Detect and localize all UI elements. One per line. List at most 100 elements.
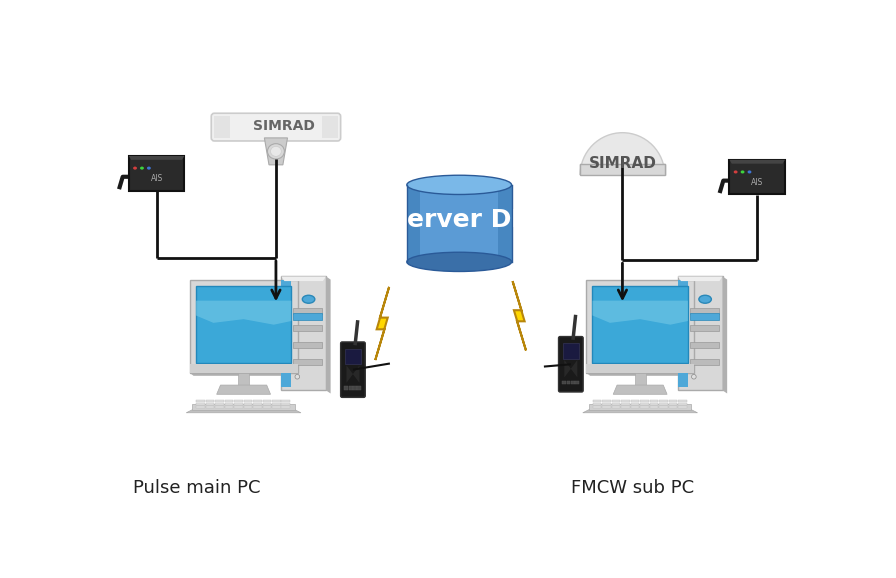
FancyBboxPatch shape [281,400,290,402]
Ellipse shape [302,295,314,303]
FancyBboxPatch shape [281,276,326,390]
Ellipse shape [734,171,737,173]
Polygon shape [582,410,697,413]
FancyBboxPatch shape [690,308,719,314]
Text: Pulse main PC: Pulse main PC [134,479,261,497]
FancyBboxPatch shape [621,406,630,408]
FancyBboxPatch shape [244,406,253,408]
Polygon shape [407,185,512,200]
FancyBboxPatch shape [612,403,620,405]
FancyBboxPatch shape [196,403,205,405]
FancyBboxPatch shape [579,175,667,221]
Polygon shape [678,276,722,281]
FancyBboxPatch shape [294,342,323,349]
Ellipse shape [637,365,643,369]
FancyBboxPatch shape [564,343,579,359]
Polygon shape [586,373,698,376]
Ellipse shape [134,166,137,170]
Ellipse shape [147,166,151,170]
Polygon shape [694,280,698,376]
Polygon shape [564,360,577,377]
FancyBboxPatch shape [225,400,233,402]
FancyBboxPatch shape [729,160,785,194]
Polygon shape [190,373,301,376]
FancyBboxPatch shape [659,400,668,402]
FancyBboxPatch shape [602,400,611,402]
FancyBboxPatch shape [621,400,630,402]
FancyBboxPatch shape [640,406,649,408]
Ellipse shape [271,146,281,157]
FancyBboxPatch shape [206,400,214,402]
FancyBboxPatch shape [631,406,640,408]
Ellipse shape [407,252,512,272]
FancyBboxPatch shape [234,406,243,408]
Polygon shape [326,276,331,394]
FancyBboxPatch shape [668,400,677,402]
Ellipse shape [741,171,745,173]
Polygon shape [196,301,291,325]
Polygon shape [129,156,185,160]
FancyBboxPatch shape [196,406,205,408]
FancyBboxPatch shape [129,156,185,191]
FancyBboxPatch shape [678,406,686,408]
FancyBboxPatch shape [272,403,280,405]
Polygon shape [217,385,271,394]
FancyBboxPatch shape [621,403,630,405]
FancyBboxPatch shape [294,308,323,314]
Polygon shape [407,231,512,246]
FancyBboxPatch shape [690,359,719,365]
FancyBboxPatch shape [659,406,668,408]
FancyBboxPatch shape [571,380,574,384]
FancyBboxPatch shape [193,403,295,410]
FancyBboxPatch shape [640,403,649,405]
FancyBboxPatch shape [650,403,659,405]
Ellipse shape [240,365,246,369]
FancyBboxPatch shape [225,406,233,408]
FancyBboxPatch shape [253,403,262,405]
FancyBboxPatch shape [612,400,620,402]
FancyBboxPatch shape [294,325,323,331]
FancyBboxPatch shape [602,406,611,408]
FancyBboxPatch shape [586,364,694,373]
FancyBboxPatch shape [234,400,243,402]
FancyBboxPatch shape [215,403,224,405]
FancyBboxPatch shape [678,276,722,390]
FancyBboxPatch shape [211,113,340,141]
FancyBboxPatch shape [668,406,677,408]
Polygon shape [407,216,512,231]
Polygon shape [407,246,512,262]
FancyBboxPatch shape [253,400,262,402]
FancyBboxPatch shape [640,400,649,402]
Ellipse shape [268,144,284,159]
FancyBboxPatch shape [650,400,659,402]
Text: AIS: AIS [751,178,763,187]
Polygon shape [729,160,785,164]
Polygon shape [407,185,512,262]
FancyBboxPatch shape [580,164,665,175]
FancyBboxPatch shape [272,406,280,408]
Polygon shape [407,200,512,216]
FancyBboxPatch shape [263,403,271,405]
FancyBboxPatch shape [215,400,224,402]
FancyBboxPatch shape [244,403,253,405]
Polygon shape [375,287,389,360]
FancyBboxPatch shape [631,403,640,405]
FancyBboxPatch shape [558,336,583,392]
FancyBboxPatch shape [281,406,290,408]
FancyBboxPatch shape [592,287,688,364]
Text: AIS: AIS [151,174,163,183]
Text: FMCW sub PC: FMCW sub PC [571,479,694,497]
Polygon shape [722,276,728,394]
FancyBboxPatch shape [294,313,323,320]
FancyBboxPatch shape [234,403,243,405]
FancyBboxPatch shape [678,403,686,405]
FancyBboxPatch shape [563,380,566,384]
FancyBboxPatch shape [690,342,719,349]
FancyBboxPatch shape [593,400,601,402]
Text: Server DB: Server DB [389,208,530,232]
Polygon shape [214,116,229,138]
Polygon shape [297,280,301,376]
Polygon shape [498,185,512,262]
Text: SIMRAD: SIMRAD [253,118,314,132]
FancyBboxPatch shape [263,406,271,408]
